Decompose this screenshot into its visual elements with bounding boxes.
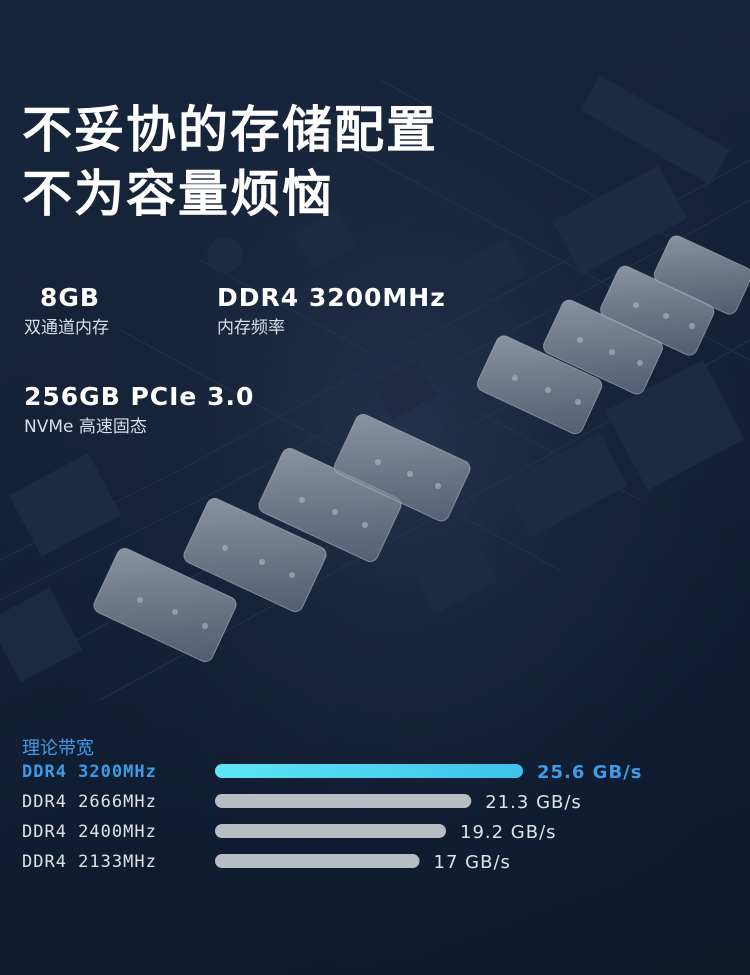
- bandwidth-bar: [215, 824, 446, 838]
- memory-type-label: 双通道内存: [24, 318, 109, 338]
- value-label: 21.3 GB/s: [485, 792, 582, 813]
- value-label: 19.2 GB/s: [460, 822, 557, 843]
- memory-speed-value: DDR4 3200MHz: [217, 283, 446, 312]
- storage-type-label: NVMe 高速固态: [24, 417, 147, 437]
- headline-line-2: 不为容量烦恼: [22, 165, 334, 223]
- memory-size-value: 8GB: [40, 283, 100, 312]
- category-label: DDR4 2400MHz: [22, 822, 157, 842]
- headline-line-1: 不妥协的存储配置: [22, 101, 438, 159]
- spec-memory-speed: DDR4 3200MHz 内存频率: [217, 283, 446, 339]
- spec-memory-type: 双通道内存: [24, 313, 109, 339]
- spec-storage: 256GB PCIe 3.0 NVMe 高速固态: [24, 382, 254, 438]
- storage-value: 256GB PCIe 3.0: [24, 382, 255, 411]
- category-label: DDR4 2133MHz: [22, 852, 157, 872]
- category-label: DDR4 2666MHz: [22, 792, 157, 812]
- headline: 不妥协的存储配置 不为容量烦恼: [22, 98, 438, 226]
- bandwidth-bar: [215, 764, 523, 778]
- spec-memory-size: 8GB: [40, 283, 100, 313]
- memory-speed-label: 内存频率: [217, 318, 285, 338]
- value-label: 17 GB/s: [434, 852, 511, 873]
- category-label: DDR4 3200MHz: [22, 762, 157, 782]
- bandwidth-bar: [215, 854, 420, 868]
- bandwidth-bar-chart: DDR4 3200MHz 25.6 GB/s DDR4 2666MHz 21.3 GB…: [22, 762, 642, 873]
- value-label: 25.6 GB/s: [537, 762, 642, 783]
- bandwidth-bar: [215, 794, 472, 808]
- chart-title: 理论带宽: [22, 738, 94, 759]
